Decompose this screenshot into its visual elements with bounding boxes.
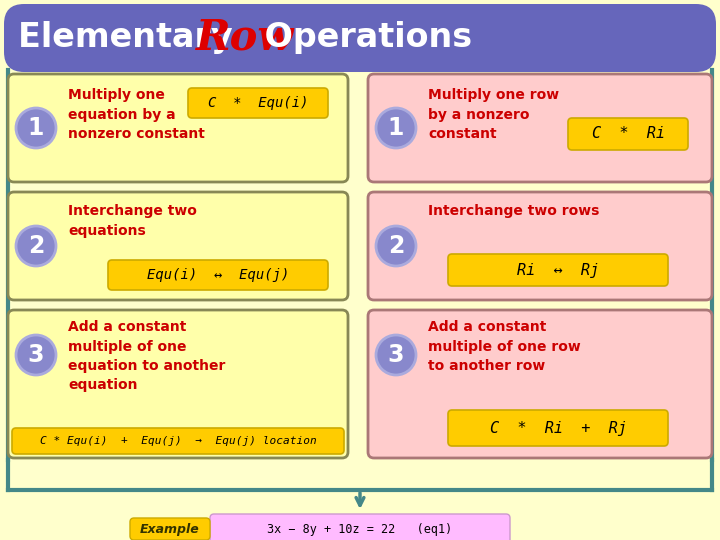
FancyBboxPatch shape: [368, 74, 712, 182]
FancyBboxPatch shape: [4, 4, 716, 72]
Text: 1: 1: [388, 116, 404, 140]
FancyBboxPatch shape: [568, 118, 688, 150]
Text: 2: 2: [388, 234, 404, 258]
FancyBboxPatch shape: [448, 410, 668, 446]
Text: C  *  Equ(i): C * Equ(i): [208, 96, 308, 110]
FancyBboxPatch shape: [130, 518, 210, 540]
Text: Example: Example: [140, 523, 200, 536]
Text: Operations: Operations: [253, 22, 472, 55]
FancyBboxPatch shape: [368, 192, 712, 300]
Text: Elementary: Elementary: [18, 22, 244, 55]
Text: C  *  Ri: C * Ri: [592, 126, 665, 141]
Ellipse shape: [16, 226, 56, 266]
FancyBboxPatch shape: [8, 74, 348, 182]
Ellipse shape: [16, 335, 56, 375]
Text: C  *  Ri  +  Rj: C * Ri + Rj: [490, 421, 626, 435]
Ellipse shape: [376, 108, 416, 148]
Text: 3: 3: [28, 343, 44, 367]
Text: 1: 1: [28, 116, 44, 140]
Text: Add a constant
multiple of one row
to another row: Add a constant multiple of one row to an…: [428, 320, 581, 373]
Text: Multiply one row
by a nonzero
constant: Multiply one row by a nonzero constant: [428, 88, 559, 141]
FancyBboxPatch shape: [368, 310, 712, 458]
Text: Equ(i)  ↔  Equ(j): Equ(i) ↔ Equ(j): [147, 268, 289, 282]
Text: 3: 3: [388, 343, 404, 367]
Text: 2: 2: [28, 234, 44, 258]
FancyBboxPatch shape: [12, 428, 344, 454]
Text: C * Equ(i)  +  Equ(j)  →  Equ(j) location: C * Equ(i) + Equ(j) → Equ(j) location: [40, 436, 316, 446]
Ellipse shape: [376, 226, 416, 266]
Text: Multiply one
equation by a
nonzero constant: Multiply one equation by a nonzero const…: [68, 88, 205, 141]
Text: Add a constant
multiple of one
equation to another
equation: Add a constant multiple of one equation …: [68, 320, 225, 393]
FancyBboxPatch shape: [8, 310, 348, 458]
FancyBboxPatch shape: [188, 88, 328, 118]
Text: Ri  ↔  Rj: Ri ↔ Rj: [517, 262, 599, 278]
Ellipse shape: [376, 335, 416, 375]
Text: Row: Row: [196, 17, 294, 59]
FancyBboxPatch shape: [8, 192, 348, 300]
FancyBboxPatch shape: [210, 514, 510, 540]
Text: Interchange two rows: Interchange two rows: [428, 204, 599, 218]
FancyBboxPatch shape: [108, 260, 328, 290]
Text: Interchange two
equations: Interchange two equations: [68, 204, 197, 238]
FancyBboxPatch shape: [448, 254, 668, 286]
Text: 3x − 8y + 10z = 22   (eq1): 3x − 8y + 10z = 22 (eq1): [267, 523, 453, 537]
Ellipse shape: [16, 108, 56, 148]
